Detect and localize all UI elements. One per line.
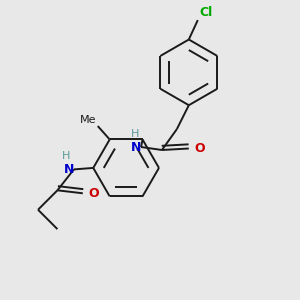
Text: N: N <box>131 140 141 154</box>
Text: O: O <box>194 142 205 155</box>
Text: H: H <box>131 129 139 139</box>
Text: Cl: Cl <box>199 6 212 19</box>
Text: O: O <box>88 187 99 200</box>
Text: H: H <box>62 151 70 161</box>
Text: Me: Me <box>80 115 96 124</box>
Text: N: N <box>64 163 74 176</box>
